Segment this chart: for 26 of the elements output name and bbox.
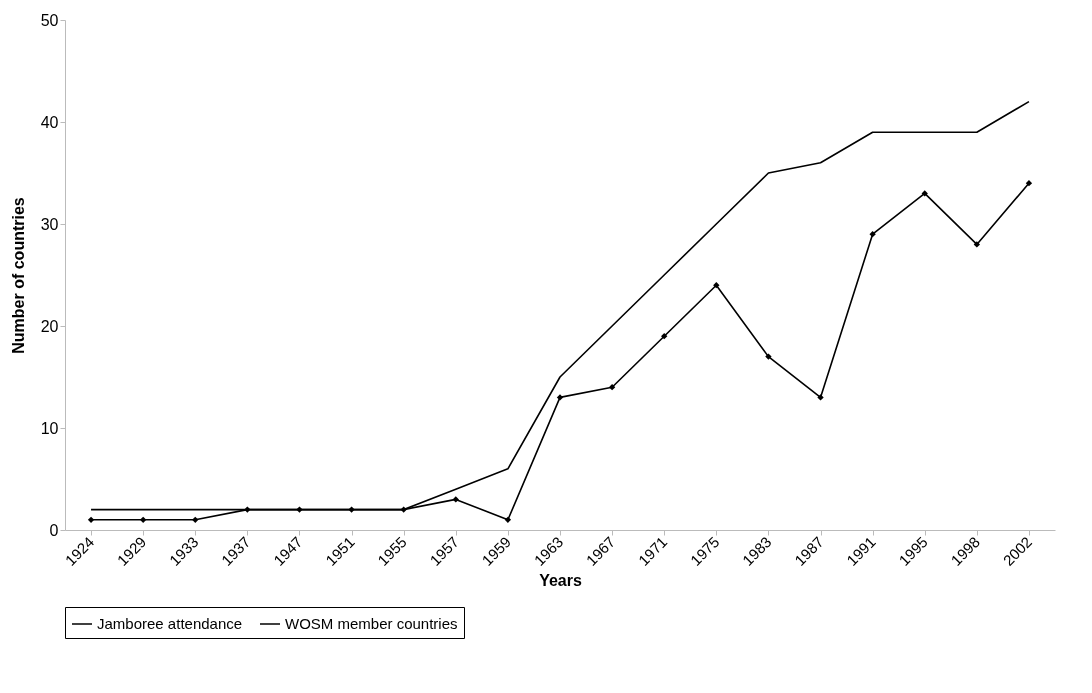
point xyxy=(140,516,147,523)
point xyxy=(608,384,616,391)
point xyxy=(921,190,928,197)
point xyxy=(504,516,512,523)
y-axis-title: Number of countries xyxy=(9,197,27,354)
point xyxy=(556,394,564,401)
y-tick-label: 20 xyxy=(40,317,59,335)
y-tick-label: 40 xyxy=(40,113,59,131)
y-tick-label: 10 xyxy=(40,419,59,437)
point xyxy=(452,496,459,503)
point xyxy=(661,333,668,340)
point xyxy=(765,353,772,360)
legend-label: WOSM member countries xyxy=(285,615,458,632)
point xyxy=(713,282,720,289)
point xyxy=(817,394,824,401)
point xyxy=(1025,180,1033,187)
legend-label: Jamboree attendance xyxy=(97,615,243,632)
point xyxy=(87,516,95,523)
point xyxy=(973,241,980,248)
y-tick-label: 0 xyxy=(49,521,59,539)
point xyxy=(296,506,303,513)
point xyxy=(192,516,199,523)
y-tick-label: 50 xyxy=(40,11,59,29)
x-axis-title: Years xyxy=(539,571,582,589)
y-tick-label: 30 xyxy=(40,215,59,233)
point xyxy=(869,231,876,238)
